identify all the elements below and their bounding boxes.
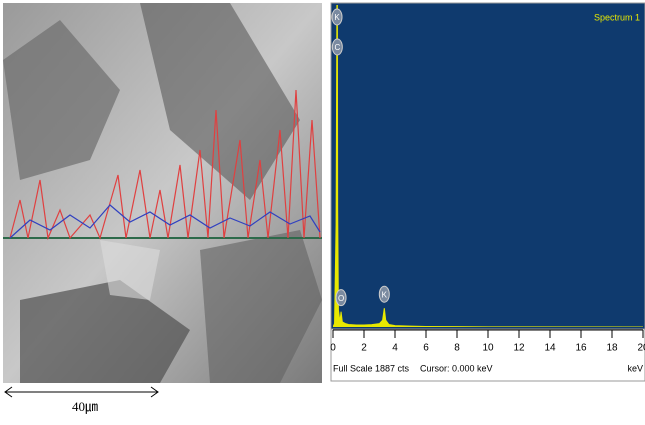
x-tick-label: 14: [544, 343, 556, 354]
x-tick-label: 16: [575, 343, 587, 354]
x-tick-label: 8: [454, 343, 460, 354]
figure: 40㎛ Spectrum 1 Full Scale 1887 cts Curso…: [0, 0, 645, 420]
x-axis-label: keV: [627, 363, 643, 373]
x-tick-label: 4: [392, 343, 398, 354]
x-tick-label: 6: [423, 343, 429, 354]
peak-label: O: [338, 294, 344, 303]
x-tick-label: 2: [361, 343, 367, 354]
x-tick-label: 12: [513, 343, 525, 354]
footer-text: Full Scale 1887 cts: [333, 363, 410, 373]
peak-label: C: [334, 43, 340, 52]
x-tick-label: 0: [330, 343, 336, 354]
spectrum-title: Spectrum 1: [594, 12, 640, 22]
sem-image: 40㎛: [3, 3, 322, 415]
x-tick-label: 20: [637, 343, 645, 354]
x-tick-label: 10: [482, 343, 494, 354]
peak-label: K: [334, 13, 340, 22]
x-tick-label: 18: [606, 343, 618, 354]
footer-text: Cursor: 0.000 keV: [420, 363, 493, 373]
scale-label: 40㎛: [72, 399, 98, 415]
peak-label: K: [382, 290, 388, 299]
